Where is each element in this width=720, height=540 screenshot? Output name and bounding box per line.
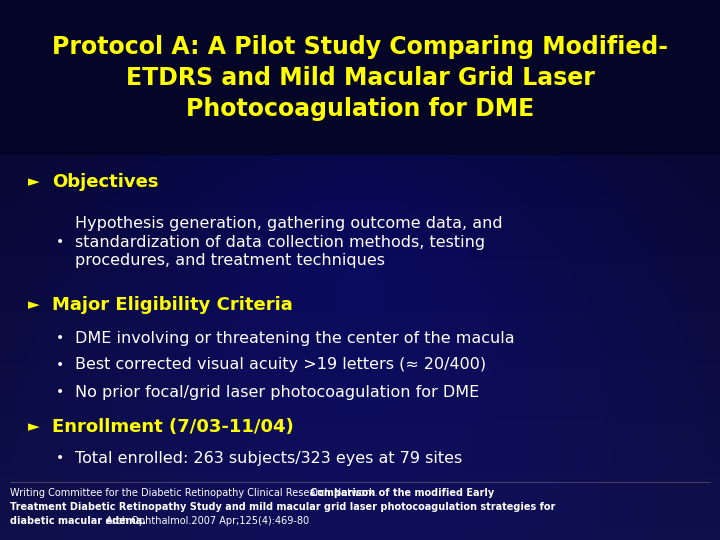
Text: ►: ► (28, 420, 40, 435)
Text: No prior focal/grid laser photocoagulation for DME: No prior focal/grid laser photocoagulati… (75, 384, 480, 400)
Text: •: • (56, 385, 64, 399)
Text: •: • (56, 451, 64, 465)
Text: •: • (56, 235, 64, 249)
Text: Total enrolled: 263 subjects/323 eyes at 79 sites: Total enrolled: 263 subjects/323 eyes at… (75, 450, 462, 465)
Text: Objectives: Objectives (52, 173, 158, 191)
Text: ►: ► (28, 174, 40, 190)
Text: Hypothesis generation, gathering outcome data, and
standardization of data colle: Hypothesis generation, gathering outcome… (75, 216, 503, 268)
Text: •: • (56, 358, 64, 372)
Text: Comparison of the modified Early: Comparison of the modified Early (310, 488, 494, 498)
Bar (0, 0, 720, 155)
Text: Treatment Diabetic Retinopathy Study and mild macular grid laser photocoagulatio: Treatment Diabetic Retinopathy Study and… (10, 502, 555, 512)
Text: Enrollment (7/03-11/04): Enrollment (7/03-11/04) (52, 418, 294, 436)
Text: ►: ► (28, 298, 40, 313)
Text: DME involving or threatening the center of the macula: DME involving or threatening the center … (75, 330, 515, 346)
Text: Major Eligibility Criteria: Major Eligibility Criteria (52, 296, 293, 314)
Text: •: • (56, 331, 64, 345)
Text: Arch Ophthalmol.2007 Apr;125(4):469-80: Arch Ophthalmol.2007 Apr;125(4):469-80 (103, 516, 310, 526)
Text: Protocol A: A Pilot Study Comparing Modified-
ETDRS and Mild Macular Grid Laser
: Protocol A: A Pilot Study Comparing Modi… (52, 35, 668, 120)
Text: diabetic macular edema.: diabetic macular edema. (10, 516, 146, 526)
Text: Best corrected visual acuity >19 letters (≈ 20/400): Best corrected visual acuity >19 letters… (75, 357, 486, 373)
Text: Writing Committee for the Diabetic Retinopathy Clinical Research Network.: Writing Committee for the Diabetic Retin… (10, 488, 381, 498)
